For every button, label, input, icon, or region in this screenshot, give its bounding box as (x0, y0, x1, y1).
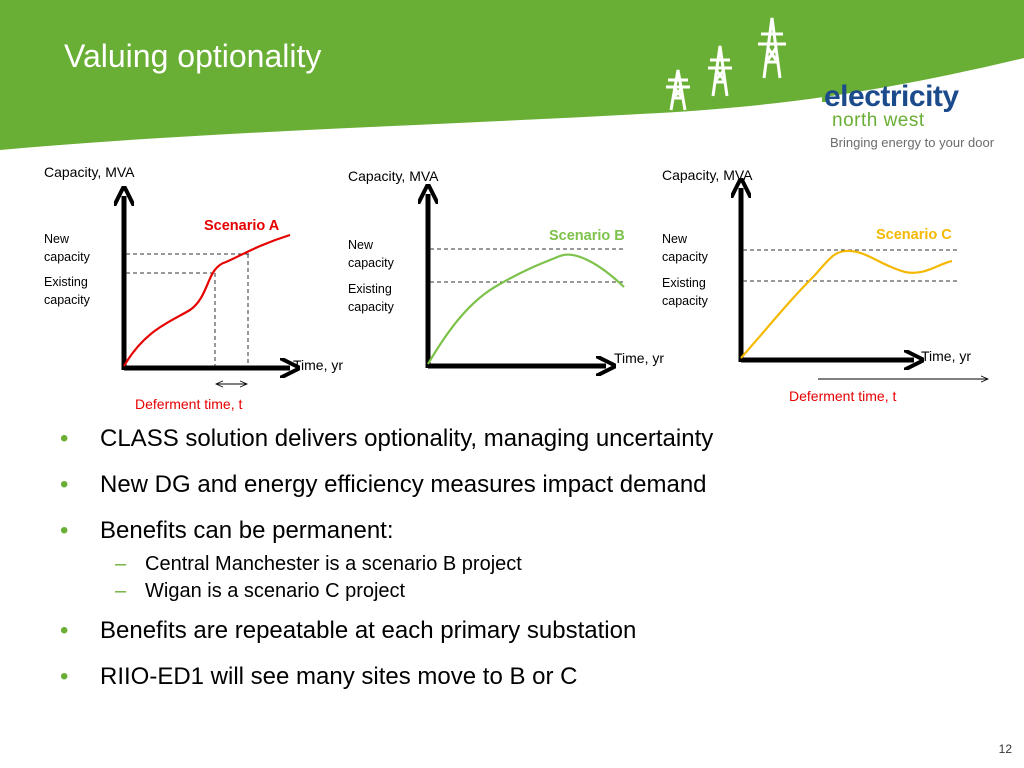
existing-capacity-label: Existing capacity (348, 282, 394, 314)
existing-capacity-label: Existing capacity (44, 275, 90, 307)
scenario-b-label: Scenario B (549, 228, 625, 244)
y-axis-label: Capacity, MVA (348, 168, 439, 184)
scenario-c-curve (740, 249, 953, 359)
diagram-c (741, 188, 988, 379)
logo-tagline: Bringing energy to your door (830, 135, 995, 150)
deferment-label: Deferment time, t (135, 396, 243, 412)
pylon-icon (666, 17, 786, 111)
existing-capacity-label: Existing capacity (662, 276, 708, 308)
new-capacity-label: New capacity (44, 232, 90, 264)
bullet-item: New DG and energy efficiency measures im… (60, 470, 980, 500)
x-axis-label: Time, yr (614, 350, 665, 366)
logo-subtitle: north west (832, 110, 925, 131)
header-band: Valuing optionality (0, 0, 1024, 160)
header-background (0, 0, 1024, 150)
deferment-label: Deferment time, t (789, 388, 897, 404)
x-axis-label: Time, yr (293, 357, 344, 373)
bullet-item: CLASS solution delivers optionality, man… (60, 424, 980, 454)
diagram-a (124, 196, 290, 384)
y-axis-label: Capacity, MVA (662, 167, 753, 183)
scenario-c-label: Scenario C (876, 227, 952, 243)
new-capacity-label: New capacity (662, 232, 708, 264)
new-capacity-label: New capacity (348, 238, 394, 270)
scenario-b-curve (427, 253, 625, 365)
bullet-item: Benefits can be permanent: (60, 516, 980, 546)
sub-bullet-item: Central Manchester is a scenario B proje… (60, 552, 980, 576)
bullet-item: Benefits are repeatable at each primary … (60, 616, 980, 646)
scenario-a-curve (123, 233, 291, 367)
x-axis-label: Time, yr (921, 348, 972, 364)
y-axis-label: Capacity, MVA (44, 164, 135, 180)
page-number: 12 (998, 742, 1012, 756)
logo-mark-icon (822, 84, 836, 102)
scenario-a-label: Scenario A (204, 218, 280, 234)
page-title: Valuing optionality (64, 38, 322, 74)
diagram-b (427, 194, 625, 368)
bullet-list: CLASS solution delivers optionality, man… (60, 424, 980, 708)
bullet-item: RIIO-ED1 will see many sites move to B o… (60, 662, 980, 692)
sub-bullet-item: Wigan is a scenario C project (60, 579, 980, 603)
logo-wordmark: electricity (824, 80, 959, 113)
